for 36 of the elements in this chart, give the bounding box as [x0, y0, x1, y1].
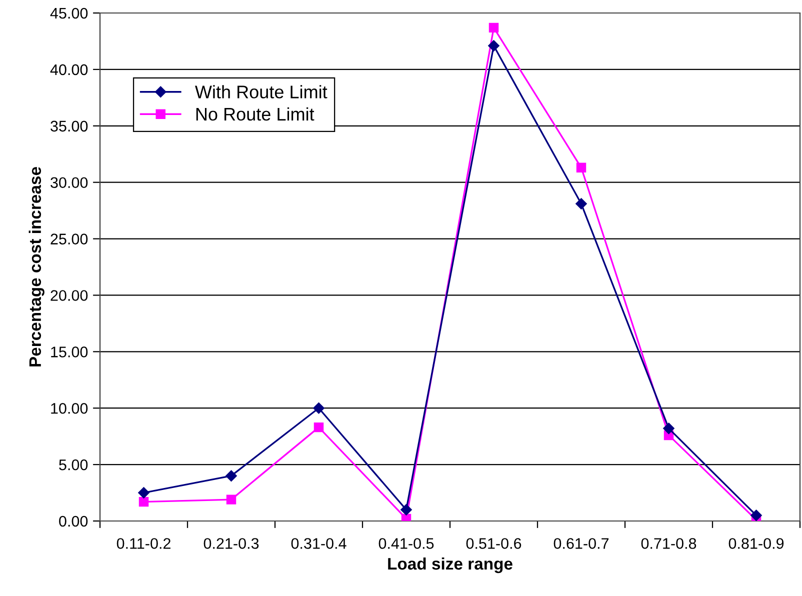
point [401, 514, 412, 521]
x-tick-label: 0.61-0.7 [554, 538, 609, 549]
y-tick-label: 15.00 [51, 346, 88, 358]
y-tick-label: 20.00 [50, 290, 88, 301]
point [576, 198, 587, 210]
point [488, 22, 499, 33]
y-tick-label: 25.00 [50, 234, 88, 244]
y-tick-label: 0.00 [59, 516, 88, 527]
y-tick-label: 35.00 [50, 120, 88, 132]
legend-label: With Route Limit [194, 85, 328, 98]
y-tick-label: 5.00 [59, 459, 88, 470]
y-tick-label: 45.00 [50, 8, 88, 19]
x-tick-label: 0.11-0.2 [116, 538, 170, 549]
x-tick-label: 0.21-0.3 [204, 538, 259, 549]
x-axis-title: Load size range [388, 557, 512, 574]
y-axis-title: Percentage cost increase [28, 167, 44, 366]
y-tick-label: 30.00 [50, 177, 88, 188]
point [576, 162, 586, 173]
legend-label: No Route Limit [196, 107, 314, 121]
y-tick-label: 10.00 [51, 402, 88, 414]
point [750, 510, 762, 521]
point [488, 40, 500, 52]
y-tick-label: 40.00 [50, 64, 88, 76]
x-tick-label: 0.41-0.5 [378, 538, 434, 549]
point [226, 494, 236, 504]
x-tick-label: 0.31-0.4 [291, 538, 346, 549]
x-tick-label: 0.81-0.9 [728, 538, 784, 549]
point [400, 504, 412, 516]
x-tick-label: 0.71-0.8 [641, 538, 696, 549]
x-tick-label: 0.51-0.6 [466, 538, 522, 549]
point [226, 470, 237, 482]
point [138, 487, 150, 498]
point [663, 422, 674, 434]
point [138, 496, 149, 507]
point [314, 422, 324, 432]
point [313, 402, 324, 414]
